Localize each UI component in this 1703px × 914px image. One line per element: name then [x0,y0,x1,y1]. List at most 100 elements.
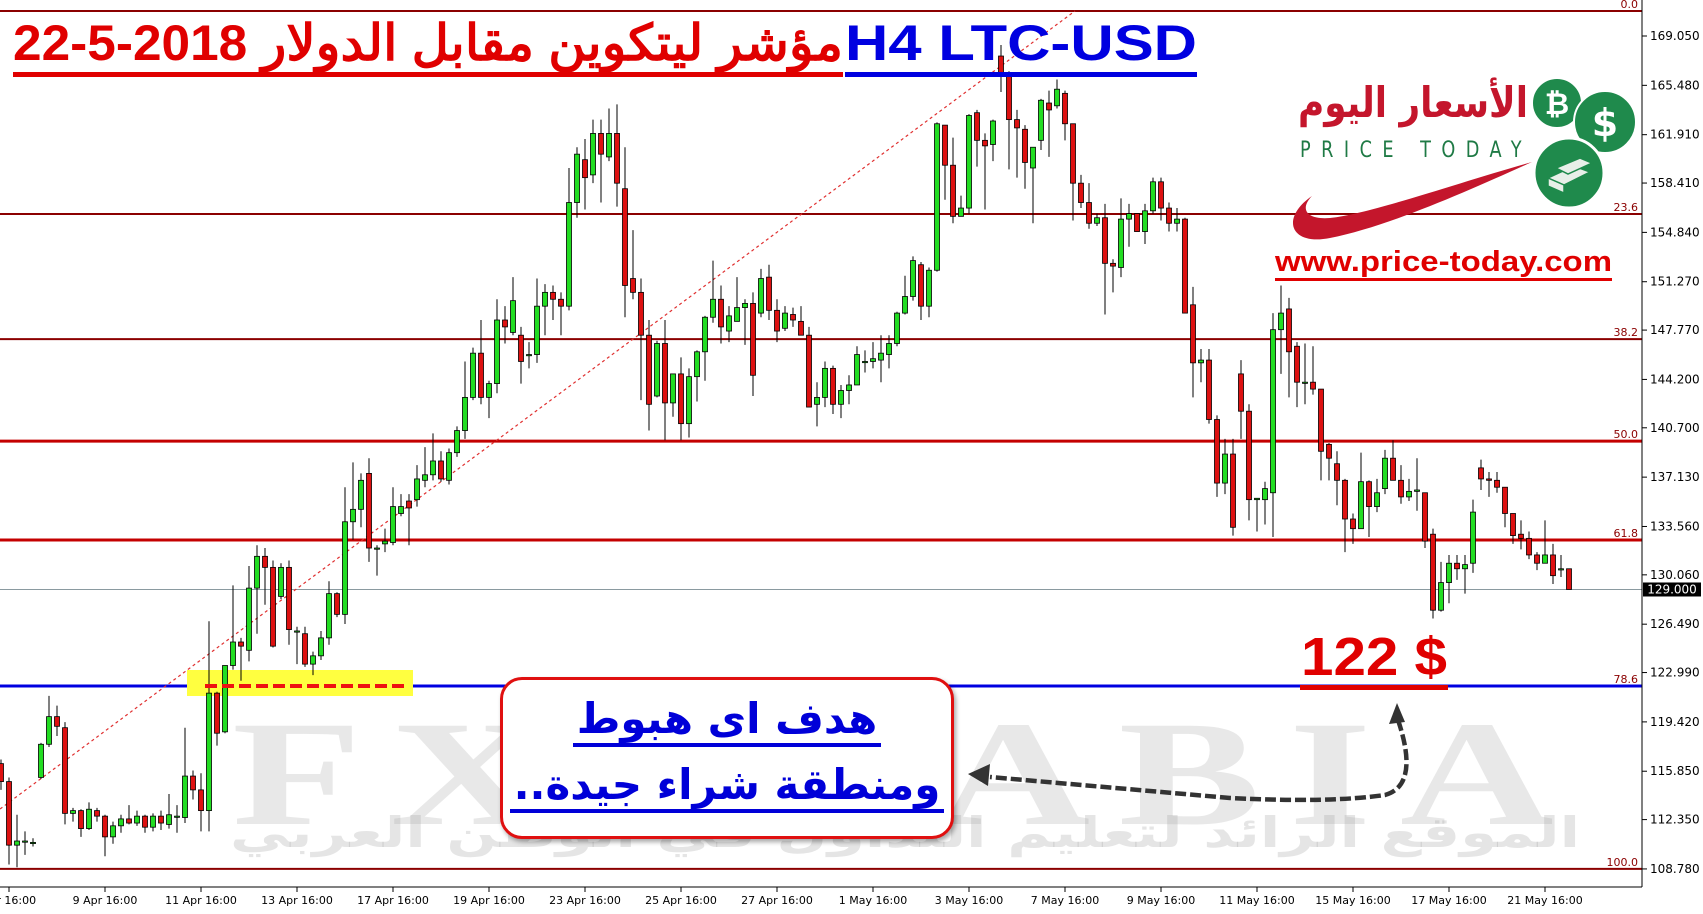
candle [1318,388,1324,481]
candle-body [126,818,132,824]
time-tick-label: 11 Apr 16:00 [165,894,237,907]
candle [1510,513,1516,544]
candle-body [1190,304,1196,364]
candle [814,382,820,427]
time-tick-label: 17 Apr 16:00 [357,894,429,907]
candle [1470,499,1476,573]
candle-body [1062,92,1068,125]
candle-body [1078,182,1084,203]
price-tick-label: 140.700 [1650,421,1700,435]
title-red-underline [13,72,843,77]
candle [958,195,964,217]
candle [1190,286,1196,398]
candle-body [974,112,980,141]
candle [670,373,676,417]
website-url[interactable]: www.price-today.com [1275,246,1612,278]
candle [950,137,956,224]
candle [910,256,916,301]
candles [0,44,1572,868]
candle-body [1014,119,1020,129]
candle-body [350,508,356,523]
candle-body [1070,123,1076,184]
candle-body [470,352,476,398]
candle [1358,452,1364,530]
candle-body [278,566,284,597]
candle [1382,449,1388,495]
candle-body [694,351,700,378]
candle [1014,109,1020,178]
candle-body [174,815,180,818]
candle-body [670,373,676,404]
candle-body [558,298,564,307]
candle [406,494,412,546]
candle-body [958,207,964,217]
candle-body [1558,568,1564,571]
candle-body [1222,453,1228,484]
current-price-badge: 129.000 [1643,582,1701,597]
candle-body [1334,463,1340,481]
candle-body [758,278,764,314]
candle [710,260,716,323]
candle [1414,458,1420,511]
candle [686,368,692,438]
time-tick-label: 1 May 16:00 [839,894,907,907]
candle-body [1478,467,1484,480]
price-tick-label: 161.910 [1650,128,1700,142]
candle-body [518,334,524,362]
candle [1118,198,1124,278]
candle [782,306,788,332]
candle [430,433,436,481]
candle [518,326,524,384]
candle-body [798,320,804,336]
candle-body [598,133,604,155]
candle-body [894,312,900,344]
candle-body [238,641,244,647]
candle [1126,203,1132,247]
candle [246,565,252,662]
candle-body [214,692,220,734]
candle [502,306,508,344]
candle-body [1166,207,1172,224]
candle-body [1494,479,1500,488]
candle [1326,442,1332,481]
candle-body [22,840,28,843]
candle-body [1470,511,1476,564]
candle [1270,313,1276,537]
candle-body [1174,218,1180,224]
candle [278,563,284,600]
candle [102,814,108,857]
candle-body [614,133,620,184]
price-tick-label: 130.060 [1650,568,1700,582]
candle [926,267,932,318]
fib-label: 23.6 [1614,201,1639,214]
candle-body [1318,388,1324,452]
candle [1094,213,1100,227]
candle [1214,415,1220,497]
candle [942,124,948,200]
candle [46,695,52,748]
candle-body [1022,128,1028,163]
candle-body [886,343,892,355]
candle-body [1342,479,1348,520]
candle-body [62,727,68,814]
candle [422,447,428,488]
candle [582,138,588,210]
candle [790,307,796,327]
candle-body [30,841,36,844]
candle [190,770,196,800]
candle [550,285,556,321]
candle-body [638,291,644,336]
candle [1430,528,1436,619]
candle-body [54,716,60,727]
candle [94,807,100,822]
time-tick-label: 19 Apr 16:00 [453,894,525,907]
time-tick-label: 27 Apr 16:00 [741,894,813,907]
candle-body [462,396,468,431]
candle [438,451,444,482]
support-highlight [187,670,413,696]
candle [542,284,548,336]
candle-body [710,298,716,318]
candle-body [862,361,868,364]
candle-body [622,188,628,286]
candle [982,133,988,210]
